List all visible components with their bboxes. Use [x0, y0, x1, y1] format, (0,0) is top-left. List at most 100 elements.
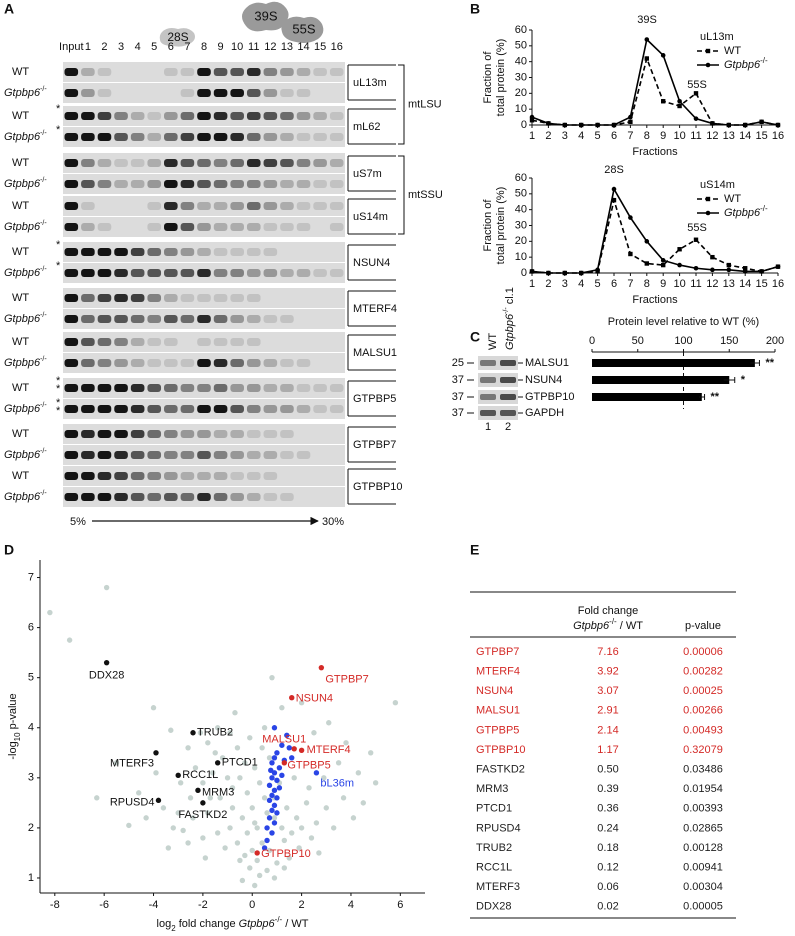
- data-point: [269, 674, 275, 681]
- data-point: [256, 780, 263, 786]
- data-point: [202, 855, 209, 861]
- blot-band: [64, 112, 79, 120]
- blot-band: [197, 472, 211, 480]
- x-axis-label: log2 fold change Gtpbp6-/- / WT: [157, 915, 309, 933]
- blot-band: [97, 133, 112, 141]
- blot-band: [164, 294, 178, 302]
- y-tick-label: 0: [521, 119, 527, 131]
- genotype-label: Gtpbp6-/-: [4, 177, 47, 190]
- blot-band: [263, 223, 278, 231]
- blot-band: [97, 493, 112, 501]
- data-point: [595, 122, 600, 128]
- y-tick-label: 6: [28, 622, 34, 634]
- blot-band: [164, 315, 178, 323]
- superscript: -/-: [609, 617, 617, 626]
- blot-band: [230, 493, 244, 501]
- x-tick-label: 0: [589, 335, 595, 347]
- x-tick-label: 150: [720, 335, 738, 347]
- data-point: [271, 802, 278, 809]
- data-point: [726, 267, 732, 273]
- blot-band: [246, 359, 261, 367]
- protein-label: MTERF4: [353, 303, 397, 315]
- x-tick-label: 15: [755, 130, 767, 142]
- data-point: [259, 745, 265, 751]
- blot-band: [230, 159, 244, 167]
- data-point: [303, 800, 310, 806]
- data-point: [252, 820, 258, 826]
- blot-band: [246, 384, 261, 392]
- label-part: fold change: [179, 918, 236, 930]
- data-point: [234, 745, 241, 751]
- blot-band: [296, 112, 311, 120]
- data-point: [252, 765, 258, 771]
- blot-band: [280, 89, 294, 97]
- blot-band: [230, 248, 244, 256]
- protein-label: GTPBP10: [525, 391, 575, 403]
- blot-band: [180, 248, 195, 256]
- error-bar: [750, 360, 760, 366]
- y-tick-label: 5: [28, 672, 34, 684]
- data-point: [279, 825, 285, 831]
- data-point: [259, 840, 265, 846]
- panel-label: B: [470, 1, 480, 17]
- blot-band: [81, 248, 95, 256]
- blot-band: [97, 180, 112, 188]
- data-point: [660, 53, 666, 58]
- gene-name: Gtpbp6: [239, 918, 276, 930]
- blot-band: [81, 294, 95, 302]
- lane-label: 16: [331, 41, 343, 53]
- data-point: [279, 705, 285, 711]
- blot-band: [114, 405, 128, 413]
- blot-band: [213, 89, 228, 97]
- data-point: [677, 98, 682, 104]
- data-point: [244, 790, 251, 796]
- x-tick-label: 9: [660, 278, 666, 290]
- superscript: -/-: [40, 402, 47, 409]
- x-tick-label: 12: [706, 278, 718, 290]
- blot-band: [263, 472, 278, 480]
- blot-band: [64, 133, 79, 141]
- group-label: mtLSU: [408, 98, 442, 110]
- gene-name: Gtpbp6: [4, 313, 41, 325]
- x-tick-label: 100: [674, 335, 692, 347]
- data-point: [165, 845, 172, 851]
- superscript: -/-: [40, 86, 47, 93]
- blot-band: [246, 493, 261, 501]
- data-point: [94, 795, 100, 801]
- data-point: [316, 850, 322, 856]
- data-point: [212, 750, 218, 756]
- group-bracket: [398, 64, 405, 145]
- blot-band: [197, 133, 211, 141]
- superscript: -/-: [40, 448, 47, 455]
- superscript: -/-: [40, 220, 47, 227]
- data-point: [306, 785, 312, 791]
- table-cell: MALSU1: [476, 705, 520, 717]
- data-point: [268, 767, 274, 774]
- blot-band: [130, 315, 145, 323]
- gene-name: Gtpbp6: [4, 267, 41, 279]
- data-point: [271, 875, 278, 881]
- genotype-label: Gtpbp6-/-: [4, 220, 47, 233]
- blot-band: [81, 223, 95, 231]
- blot-band: [280, 405, 294, 413]
- genotype-label: Gtpbp6-/-: [4, 86, 47, 99]
- data-point: [237, 857, 243, 864]
- data-point: [274, 795, 280, 801]
- blot-band: [500, 394, 516, 400]
- table-cell: 0.00282: [683, 666, 723, 678]
- blot-band: [263, 269, 278, 277]
- x-tick-label: 5: [595, 278, 601, 290]
- blot-band: [213, 384, 228, 392]
- blot-band: [97, 159, 112, 167]
- blot-band: [64, 159, 79, 167]
- data-point: [247, 865, 253, 871]
- data-point: [192, 765, 199, 771]
- significance: *: [741, 374, 746, 386]
- blot-band: [180, 359, 195, 367]
- blot-band: [246, 89, 261, 97]
- lane-label: 13: [281, 41, 293, 53]
- data-point: [237, 775, 243, 781]
- data-point: [578, 122, 584, 128]
- blot-band: [64, 248, 79, 256]
- data-point: [313, 770, 320, 776]
